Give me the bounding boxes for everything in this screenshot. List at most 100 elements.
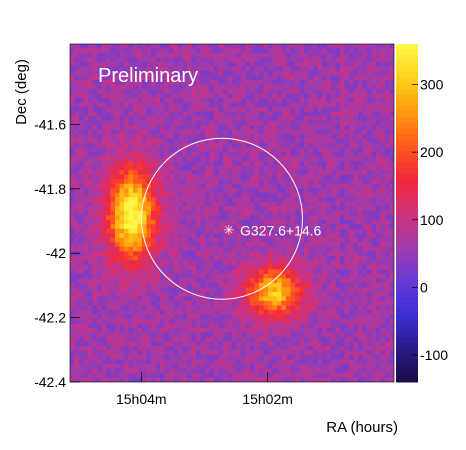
heatmap-cell <box>178 71 183 76</box>
heatmap-cell <box>371 66 377 72</box>
heatmap-cell <box>187 201 192 207</box>
heatmap-cell <box>259 183 264 189</box>
heatmap-cell <box>322 156 327 162</box>
heatmap-cell <box>196 224 201 230</box>
heatmap-cell <box>371 251 377 257</box>
heatmap-cell <box>344 53 350 58</box>
heatmap-cell <box>335 84 341 90</box>
heatmap-cell <box>155 282 161 288</box>
heatmap-cell <box>286 192 291 198</box>
heatmap-cell <box>340 107 345 112</box>
heatmap-cell <box>106 309 111 315</box>
heatmap-cell <box>344 291 350 297</box>
heatmap-cell <box>124 179 129 185</box>
heatmap-cell <box>236 197 242 203</box>
heatmap-cell <box>344 278 350 284</box>
heatmap-cell <box>173 48 179 54</box>
heatmap-cell <box>295 165 300 171</box>
heatmap-cell <box>335 129 341 135</box>
heatmap-cell <box>178 125 183 131</box>
heatmap-cell <box>88 156 93 162</box>
heatmap-cell <box>290 93 296 99</box>
heatmap-cell <box>196 152 201 158</box>
heatmap-cell <box>70 269 75 275</box>
heatmap-cell <box>272 278 278 284</box>
heatmap-cell <box>119 188 125 194</box>
heatmap-cell <box>376 237 381 243</box>
heatmap-cell <box>344 345 350 351</box>
heatmap-cell <box>88 246 93 252</box>
heatmap-cell <box>268 233 273 239</box>
heatmap-cell <box>367 138 372 144</box>
heatmap-cell <box>277 296 282 302</box>
heatmap-cell <box>286 152 291 158</box>
heatmap-cell <box>295 107 300 112</box>
heatmap-cell <box>335 327 341 333</box>
heatmap-cell <box>227 282 233 288</box>
heatmap-cell <box>304 215 309 221</box>
heatmap-cell <box>119 125 125 131</box>
heatmap-cell <box>268 170 273 176</box>
heatmap-cell <box>133 152 138 158</box>
heatmap-cell <box>277 183 282 189</box>
heatmap-cell <box>146 215 152 221</box>
heatmap-cell <box>83 129 89 135</box>
heatmap-cell <box>146 71 152 76</box>
heatmap-cell <box>92 170 98 176</box>
heatmap-cell <box>119 251 125 257</box>
heatmap-cell <box>281 300 287 306</box>
heatmap-cell <box>358 201 363 207</box>
heatmap-cell <box>173 44 179 49</box>
heatmap-cell <box>344 350 350 356</box>
heatmap-cell <box>313 66 318 72</box>
heatmap-cell <box>268 80 273 85</box>
heatmap-cell <box>200 53 206 58</box>
heatmap-cell <box>304 179 309 185</box>
heatmap-cell <box>268 291 273 297</box>
heatmap-cell <box>376 210 381 216</box>
heatmap-cell <box>313 242 318 248</box>
heatmap-cell <box>245 188 251 194</box>
heatmap-cell <box>160 102 165 108</box>
heatmap-cell <box>187 314 192 320</box>
heatmap-cell <box>268 237 273 243</box>
heatmap-cell <box>349 102 354 108</box>
heatmap-cell <box>209 233 215 239</box>
heatmap-cell <box>155 300 161 306</box>
heatmap-cell <box>223 291 228 297</box>
heatmap-cell <box>322 287 327 293</box>
heatmap-cell <box>92 174 98 180</box>
heatmap-cell <box>74 134 80 140</box>
heatmap-cell <box>236 116 242 122</box>
heatmap-cell <box>146 341 152 347</box>
heatmap-cell <box>101 201 107 207</box>
heatmap-cell <box>164 57 170 63</box>
heatmap-cell <box>331 318 336 324</box>
heatmap-cell <box>263 152 269 158</box>
heatmap-cell <box>218 152 224 158</box>
heatmap-cell <box>70 327 75 333</box>
heatmap-cell <box>286 165 291 171</box>
heatmap-cell <box>272 156 278 162</box>
heatmap-cell <box>263 98 269 103</box>
heatmap-cell <box>299 327 305 333</box>
heatmap-cell <box>268 215 273 221</box>
heatmap-cell <box>331 48 336 54</box>
heatmap-cell <box>367 134 372 140</box>
heatmap-cell <box>317 80 323 85</box>
heatmap-cell <box>200 318 206 324</box>
heatmap-cell <box>164 147 170 153</box>
heatmap-cell <box>218 156 224 162</box>
heatmap-cell <box>70 111 75 117</box>
heatmap-cell <box>218 305 224 311</box>
heatmap-cell <box>101 44 107 49</box>
heatmap-cell <box>151 264 156 270</box>
heatmap-cell <box>353 53 359 58</box>
heatmap-cell <box>277 224 282 230</box>
heatmap-cell <box>146 93 152 99</box>
heatmap-cell <box>74 210 80 216</box>
heatmap-cell <box>250 161 255 167</box>
heatmap-cell <box>155 134 161 140</box>
heatmap-cell <box>97 210 102 216</box>
heatmap-cell <box>79 327 84 333</box>
